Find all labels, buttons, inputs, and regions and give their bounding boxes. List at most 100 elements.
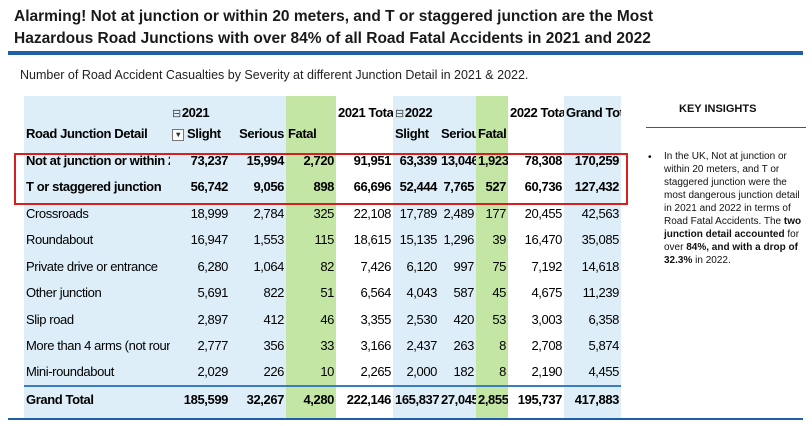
cell-se22: 7,765	[443, 179, 474, 195]
cell-se22: 182	[453, 364, 475, 380]
cell-f22: 177	[485, 205, 507, 221]
cell-se22: 13,046	[441, 152, 476, 168]
header-row-severity: Road Junction Detail ▾ Slight Serious Fat…	[24, 120, 621, 147]
cell-s21: 56,742	[190, 179, 229, 195]
grand-total-row: Grand Total 185,599 32,267 4,280 222,146 165,…	[24, 384, 621, 412]
cell-se21: 1,064	[253, 258, 284, 274]
cell-f21: 4,280	[286, 384, 336, 412]
table-row: Private drive or entrance 6,280 1,064 82 7,4…	[24, 253, 621, 280]
table-row: Crossroads 18,999 2,784 325 22,108 17,789 2,48…	[24, 200, 621, 227]
cell-f21: 82	[320, 258, 334, 274]
cell-t21: 18,615	[353, 232, 392, 248]
cell-t22: 20,455	[524, 205, 563, 221]
row-label: T or staggered junction	[26, 179, 162, 195]
table-row: Slip road 2,897 412 46 3,355 2,530 420 53 3,003 6…	[24, 306, 621, 333]
cell-s22: 165,837	[393, 384, 439, 412]
headline-divider	[8, 51, 803, 55]
row-label: Crossroads	[26, 205, 89, 221]
cell-s22: 6,120	[406, 258, 437, 274]
table-row: Other junction 5,691 822 51 6,564 4,043 587 45 4…	[24, 280, 621, 307]
cell-se22: 997	[453, 258, 475, 274]
cell-t21: 91,951	[353, 152, 392, 168]
headline-line-2: Hazardous Road Junctions with over 84% o…	[14, 30, 651, 47]
cell-gt: 127,432	[574, 179, 620, 195]
bullet-icon: •	[648, 152, 652, 163]
grand-total-header: Grand Total	[566, 105, 621, 120]
cell-gt: 4,455	[588, 364, 619, 380]
cell-f22: 2,855	[476, 384, 508, 412]
cell-se22: 27,045	[439, 384, 476, 412]
cell-f21: 325	[313, 205, 335, 221]
cell-gt: 5,874	[588, 338, 619, 354]
cell-se21: 32,267	[230, 384, 286, 412]
cell-s22: 17,789	[399, 205, 438, 221]
cell-f22: 53	[492, 311, 506, 327]
fatal-2021-column-band	[286, 96, 336, 418]
cell-s22: 2,530	[406, 311, 437, 327]
insight-text: In the UK, Not at junction or within 20 …	[664, 151, 802, 266]
cell-t21: 66,696	[353, 179, 392, 195]
cell-gt: 14,618	[581, 258, 620, 274]
cell-f21: 2,720	[303, 152, 334, 168]
cell-f21: 115	[314, 232, 334, 248]
cell-se21: 2,784	[253, 205, 284, 221]
cell-s21: 16,947	[190, 232, 229, 248]
cell-se21: 412	[263, 311, 285, 327]
cell-gt: 6,358	[588, 311, 619, 327]
cell-s21: 6,280	[197, 258, 228, 274]
cell-t22: 4,675	[531, 285, 562, 301]
row-label: Roundabout	[26, 232, 93, 248]
cell-t22: 7,192	[531, 258, 562, 274]
cell-s22: 2,000	[406, 364, 437, 380]
cell-se22: 2,489	[443, 205, 474, 221]
cell-s21: 2,777	[197, 338, 228, 354]
year-2022-header[interactable]: ⊟2022	[395, 105, 433, 120]
collapse-icon[interactable]: ⊟	[172, 108, 181, 120]
cell-gt: 42,563	[581, 205, 620, 221]
cell-gt: 35,085	[581, 232, 620, 248]
headline-line-1: Alarming! Not at junction or within 20 m…	[14, 8, 654, 25]
year-2021-header[interactable]: ⊟2021	[172, 105, 210, 120]
highlight-box	[14, 153, 628, 205]
headline: Alarming! Not at junction or within 20 m…	[14, 6, 794, 50]
slight-2021-header: ▾ Slight	[170, 120, 230, 147]
cell-s21: 2,029	[197, 364, 228, 380]
cell-se21: 1,553	[253, 232, 284, 248]
fatal-2022-column-band	[476, 96, 508, 418]
cell-s21: 18,999	[190, 205, 229, 221]
cell-gt: 417,883	[564, 384, 621, 412]
cell-s22: 15,135	[399, 232, 438, 248]
cell-se21: 822	[263, 285, 285, 301]
insights-divider	[646, 127, 806, 128]
cell-f21: 33	[320, 338, 334, 354]
fatal-2021-header: Fatal	[288, 126, 317, 141]
row-label: Not at junction or within 20 metre	[26, 152, 170, 168]
table-row: Roundabout 16,947 1,553 115 18,615 15,135 1,29…	[24, 227, 621, 254]
cell-f22: 45	[492, 285, 506, 301]
filter-dropdown-icon[interactable]: ▾	[172, 128, 184, 141]
cell-f21: 898	[313, 179, 335, 195]
insights-title: KEY INSIGHTS	[679, 103, 757, 115]
bottom-divider	[8, 418, 803, 420]
row-label: Grand Total	[24, 384, 170, 412]
cell-t21: 3,355	[360, 311, 391, 327]
cell-t22: 16,470	[524, 232, 563, 248]
cell-t22: 2,190	[531, 364, 562, 380]
cell-t22: 78,308	[524, 152, 563, 168]
cell-s21: 5,691	[197, 285, 228, 301]
cell-se22: 420	[453, 311, 475, 327]
cell-se21: 15,994	[246, 152, 285, 168]
cell-f21: 51	[320, 285, 334, 301]
cell-t21: 2,265	[360, 364, 391, 380]
collapse-icon[interactable]: ⊟	[395, 108, 404, 120]
total-2021-header: 2021 Total	[338, 105, 393, 120]
cell-t22: 60,736	[524, 179, 563, 195]
cell-se21: 226	[263, 364, 285, 380]
cell-t22: 195,737	[508, 384, 564, 412]
cell-se21: 356	[263, 338, 285, 354]
cell-f22: 75	[492, 258, 506, 274]
cell-f22: 8	[499, 338, 506, 354]
cell-s22: 4,043	[406, 285, 437, 301]
cell-s22: 63,339	[399, 152, 438, 168]
pivot-table: ⊟2021 2021 Total ⊟2022 2022 Total Grand …	[24, 96, 621, 412]
